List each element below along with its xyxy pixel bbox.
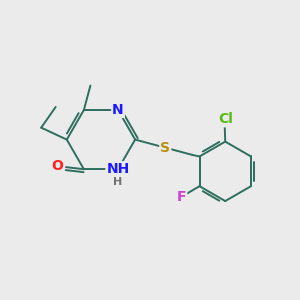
Text: F: F [177, 190, 186, 204]
Text: S: S [160, 141, 170, 155]
Text: H: H [113, 177, 123, 187]
Text: O: O [51, 159, 63, 173]
Text: Cl: Cl [218, 112, 233, 126]
Text: N: N [112, 103, 124, 117]
Text: NH: NH [106, 162, 130, 176]
